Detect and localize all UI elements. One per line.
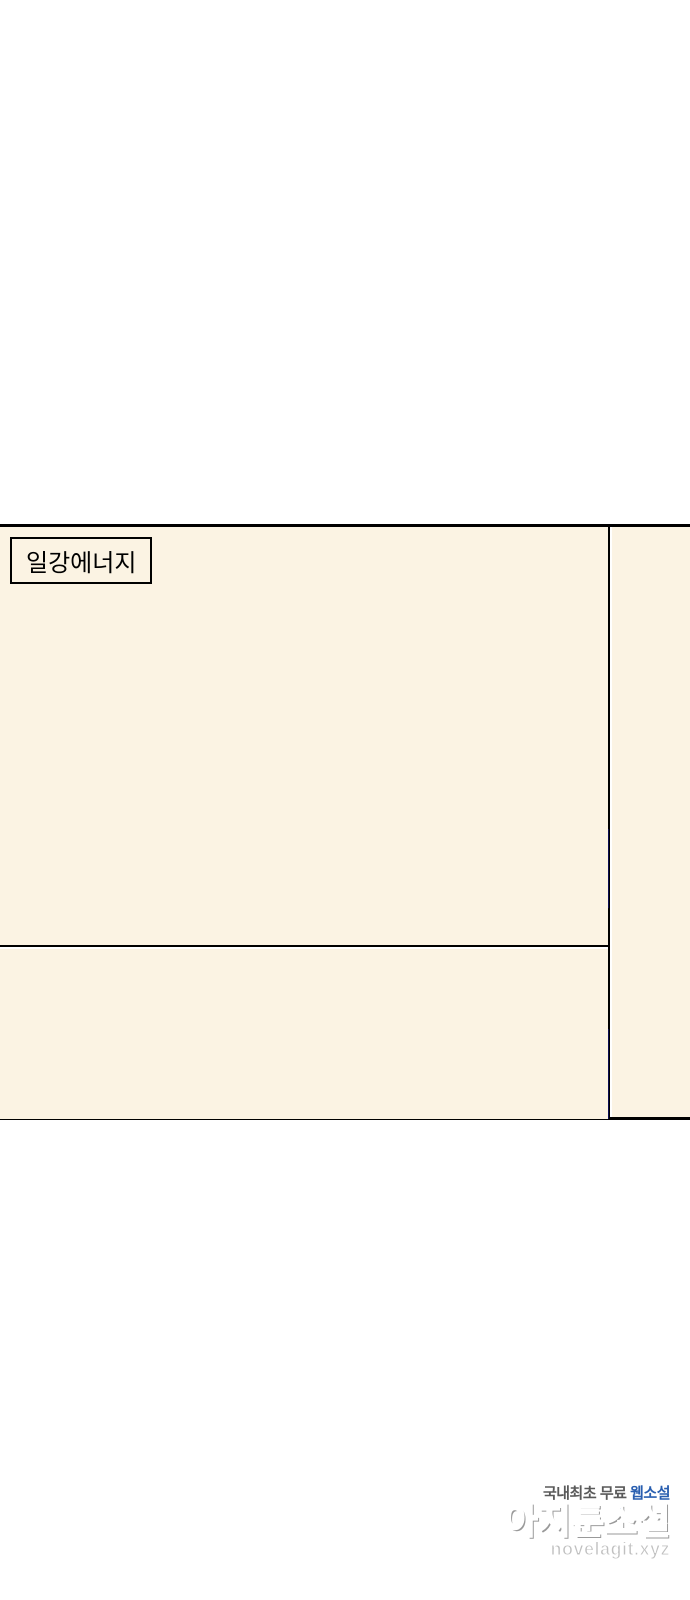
volume-panel bbox=[0, 949, 608, 1119]
chart-title: 일강에너지 bbox=[10, 537, 152, 584]
watermark-line2: 아지툰소설 bbox=[504, 1503, 670, 1539]
watermark: 국내최초 무료 웹소설 아지툰소설 novelagit.xyz bbox=[504, 1482, 670, 1560]
chart-inner: 일강에너지 bbox=[0, 527, 610, 1117]
watermark-url: novelagit.xyz bbox=[504, 1539, 670, 1560]
right-margin bbox=[612, 527, 690, 1117]
stock-chart-panel: 일강에너지 bbox=[0, 524, 690, 1120]
chart-title-text: 일강에너지 bbox=[26, 550, 136, 577]
price-panel: 일강에너지 bbox=[0, 527, 608, 947]
